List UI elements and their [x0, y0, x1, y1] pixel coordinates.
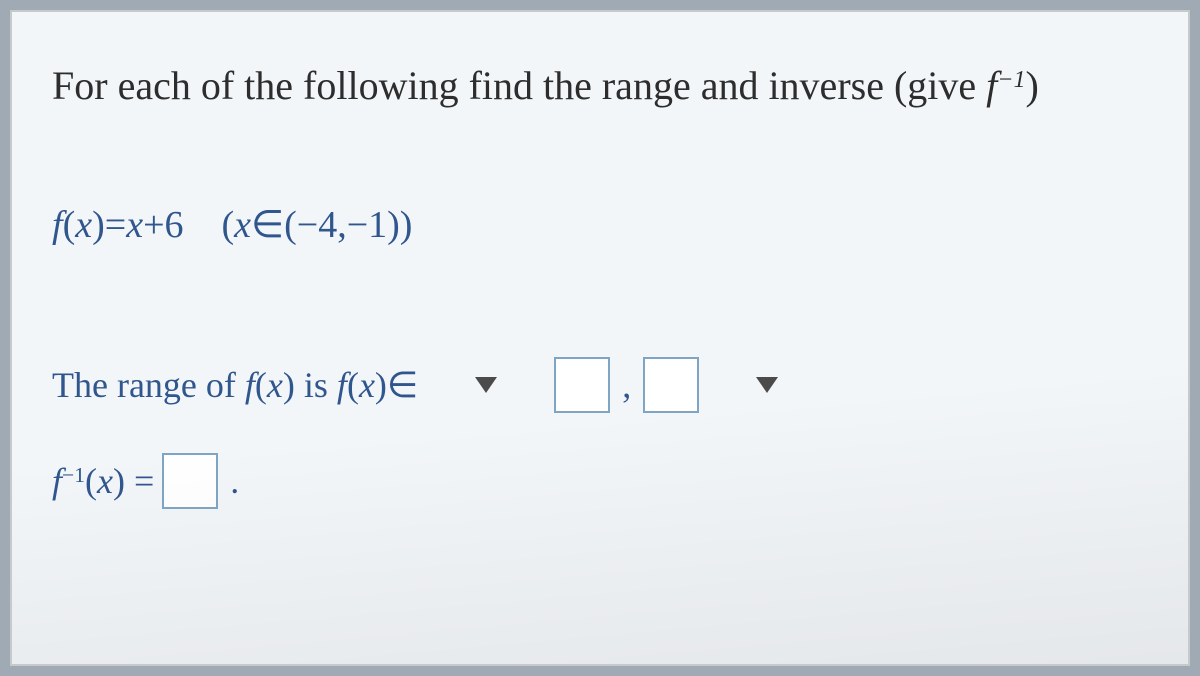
f-symbol: f: [986, 63, 997, 108]
instruction-prefix: For each of the following find the range…: [52, 63, 986, 108]
paren-close: ): [92, 204, 105, 246]
gap: [184, 204, 222, 246]
equals: =: [105, 204, 126, 246]
f: f: [52, 461, 62, 501]
x: x: [267, 365, 283, 405]
range-upper-input[interactable]: [643, 357, 699, 413]
question-card: For each of the following find the range…: [10, 10, 1190, 666]
f-symbol: f: [52, 204, 63, 246]
elem: )∈: [375, 365, 418, 405]
instruction-suffix: ): [1025, 63, 1038, 108]
instruction-text: For each of the following find the range…: [52, 60, 1158, 112]
comma: ,: [622, 364, 631, 406]
var-x: x: [75, 204, 92, 246]
close: ): [113, 461, 125, 501]
exponent: −1: [997, 67, 1025, 93]
x: x: [97, 461, 113, 501]
open: (: [85, 461, 97, 501]
range-lower-input[interactable]: [554, 357, 610, 413]
bracket-left-select[interactable]: [426, 366, 546, 404]
inverse-expression-input[interactable]: [162, 453, 218, 509]
range-text: The range of f(x) is f(x)∈: [52, 364, 418, 406]
eq: =: [125, 461, 154, 501]
paren-open: (: [63, 204, 76, 246]
function-definition: f(x)=x+6 (x∈(−4,−1)): [52, 202, 1158, 247]
exp: −1: [62, 463, 85, 487]
open2: (: [347, 365, 359, 405]
expr-tail: +6: [143, 204, 183, 246]
f2: f: [337, 365, 347, 405]
is: is: [295, 365, 337, 405]
open: (: [255, 365, 267, 405]
bracket-right-select[interactable]: [707, 366, 827, 404]
domain-open: (: [222, 204, 235, 246]
x2: x: [359, 365, 375, 405]
close: ): [283, 365, 295, 405]
inverse-label: f−1(x) =: [52, 460, 154, 502]
chevron-down-icon: [475, 377, 497, 393]
expr-x: x: [126, 204, 143, 246]
range-prefix: The range of: [52, 365, 245, 405]
period: .: [230, 460, 239, 502]
chevron-down-icon: [756, 377, 778, 393]
range-answer-row: The range of f(x) is f(x)∈ ,: [52, 357, 1158, 413]
inverse-answer-row: f−1(x) = .: [52, 453, 1158, 509]
domain-rest: ∈(−4,−1)): [251, 204, 412, 246]
f: f: [245, 365, 255, 405]
domain-x: x: [234, 204, 251, 246]
